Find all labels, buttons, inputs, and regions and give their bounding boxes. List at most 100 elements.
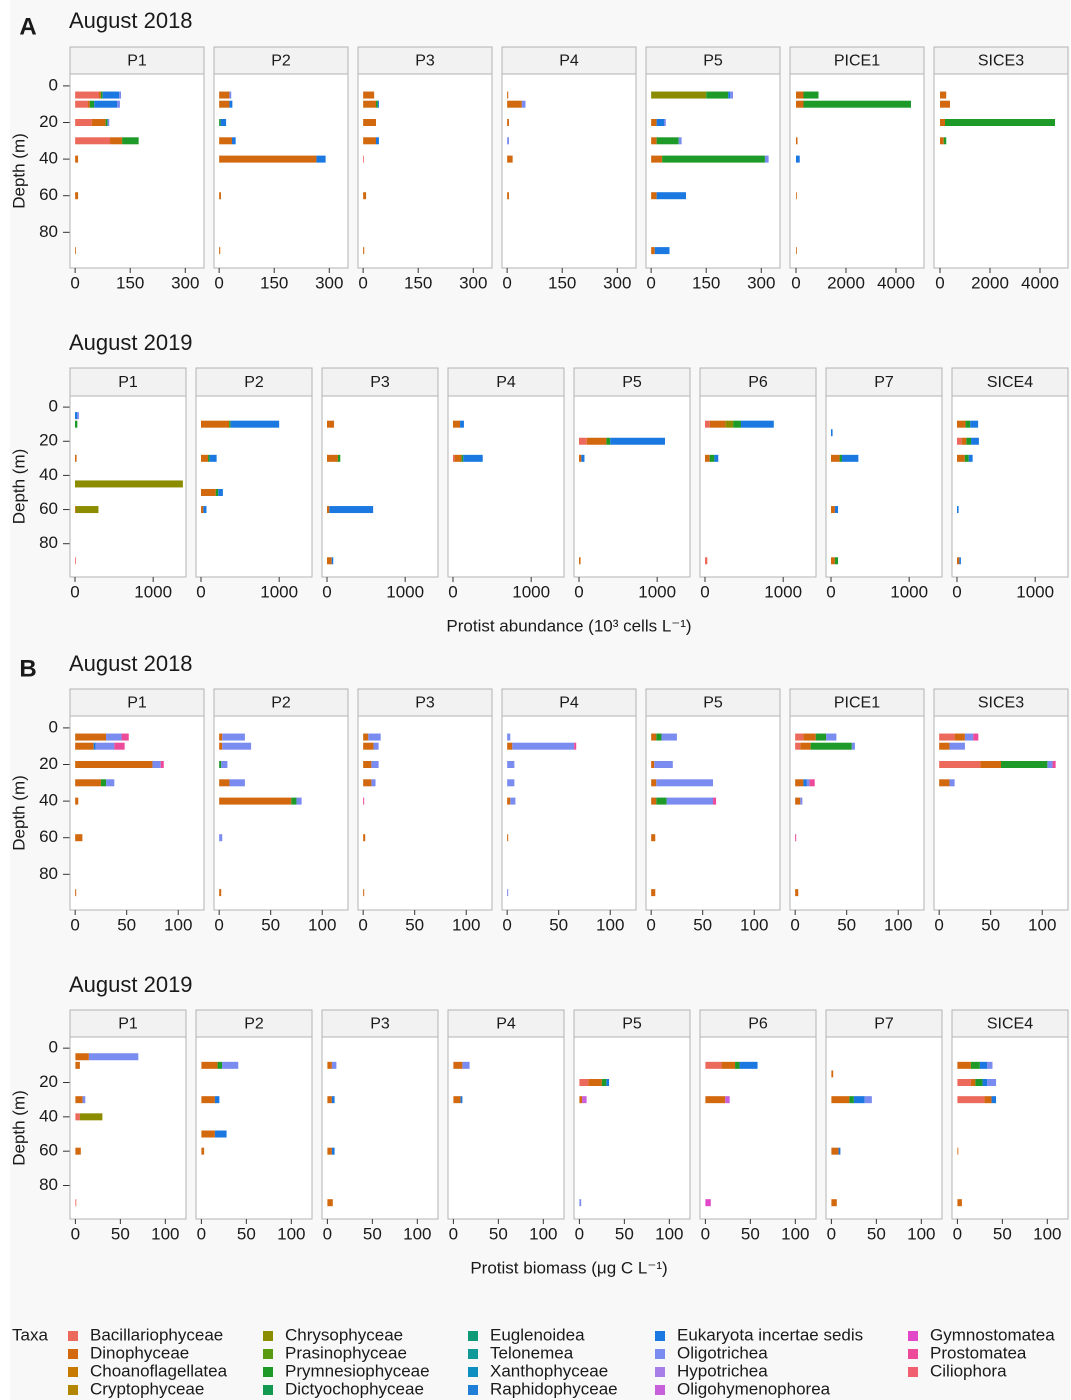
bar-segment: [507, 742, 513, 750]
x-tick-label: 1000: [260, 582, 298, 601]
bar-segment: [796, 155, 800, 163]
bar-segment: [219, 742, 223, 750]
x-tick-label: 0: [358, 915, 367, 934]
bar-segment: [461, 454, 464, 462]
x-tick-label: 0: [934, 915, 943, 934]
bar-segment: [803, 100, 911, 108]
bar-segment: [966, 437, 972, 445]
panel-title: P5: [622, 374, 642, 391]
bar-segment: [939, 779, 950, 787]
bar-segment: [579, 454, 582, 462]
x-tick-label: 1000: [386, 582, 424, 601]
panel-strip: [573, 367, 691, 397]
bar-segment: [579, 1199, 582, 1207]
x-tick-label: 0: [700, 582, 709, 601]
bar-segment: [75, 480, 183, 488]
legend-label: Prostomatea: [930, 1343, 1027, 1362]
bar-segment: [77, 412, 79, 420]
bar-segment: [95, 742, 115, 750]
bar-segment: [601, 1079, 607, 1086]
bar-segment: [662, 155, 765, 163]
x-tick-label: 100: [655, 1224, 683, 1243]
bar-segment: [337, 454, 341, 462]
bar-segment: [327, 557, 332, 565]
legend-label: Prasinophyceae: [285, 1343, 407, 1362]
panel-title: P7: [874, 374, 894, 391]
panel-title: SICE4: [987, 1016, 1033, 1033]
bar-segment: [219, 155, 317, 163]
bar-segment: [968, 454, 973, 462]
x-tick-label: 2000: [971, 273, 1009, 292]
y-tick-label: 40: [39, 149, 58, 168]
panel-strip: [573, 1009, 691, 1038]
bar-segment: [795, 733, 804, 741]
bar-segment: [831, 454, 840, 462]
legend-swatch: [655, 1331, 665, 1341]
bar-segment: [831, 1147, 839, 1155]
bar-segment: [957, 506, 959, 514]
bar-segment: [606, 1079, 610, 1086]
bar-segment: [75, 506, 99, 514]
bar-segment: [656, 137, 679, 145]
panel-plot: [213, 73, 349, 269]
bar-segment: [331, 1096, 335, 1104]
bar-segment: [733, 420, 741, 428]
section-title: August 2019: [69, 972, 193, 997]
bar-segment: [229, 420, 231, 428]
bar-segment: [219, 137, 232, 145]
bar-segment: [654, 247, 670, 255]
panel-strip: [825, 1009, 943, 1038]
bar-segment: [373, 742, 379, 750]
bar-segment: [363, 247, 365, 255]
legend-swatch: [263, 1385, 273, 1395]
y-axis-title: Depth (m): [9, 133, 28, 209]
panel-title: P2: [271, 695, 291, 712]
legend-label: Euglenoidea: [490, 1325, 585, 1344]
x-tick-label: 0: [448, 582, 457, 601]
bar-segment: [75, 454, 77, 462]
bar-segment: [661, 733, 677, 741]
bar-segment: [93, 742, 96, 750]
legend-swatch: [908, 1331, 918, 1341]
bar-segment: [796, 100, 804, 108]
y-tick-label: 80: [39, 533, 58, 552]
x-tick-label: 300: [747, 273, 775, 292]
bar-segment: [110, 137, 123, 145]
x-tick-label: 150: [404, 273, 432, 292]
bar-segment: [214, 1130, 227, 1138]
x-tick-label: 100: [740, 915, 768, 934]
bar-segment: [160, 761, 164, 768]
bar-segment: [800, 797, 803, 805]
bar-segment: [363, 733, 369, 741]
bar-segment: [810, 742, 852, 750]
legend-swatch: [468, 1367, 478, 1377]
x-tick-label: 0: [952, 582, 961, 601]
legend-swatch: [263, 1367, 273, 1377]
bar-segment: [954, 733, 965, 741]
legend-label: Oligohymenophorea: [677, 1379, 831, 1398]
bar-segment: [939, 742, 950, 750]
x-tick-label: 50: [111, 1224, 130, 1243]
panel-plot: [447, 395, 565, 578]
section-title: August 2018: [69, 651, 193, 676]
bar-segment: [327, 1061, 332, 1069]
bar-segment: [327, 506, 330, 514]
bar-segment: [709, 454, 715, 462]
x-tick-label: 0: [935, 273, 944, 292]
bar-segment: [219, 797, 292, 805]
bar-segment: [203, 506, 207, 514]
bar-segment: [75, 1061, 80, 1069]
bar-segment: [654, 761, 673, 768]
bar-segment: [201, 454, 209, 462]
bar-segment: [217, 1061, 223, 1069]
x-tick-label: 150: [116, 273, 144, 292]
x-tick-label: 100: [596, 915, 624, 934]
bar-segment: [201, 1130, 215, 1138]
bar-segment: [795, 779, 804, 787]
x-tick-label: 100: [1033, 1224, 1061, 1243]
bar-segment: [586, 437, 607, 445]
bar-segment: [119, 91, 122, 99]
bar-segment: [327, 1199, 333, 1207]
x-tick-label: 1000: [890, 582, 928, 601]
bar-segment: [121, 733, 129, 741]
